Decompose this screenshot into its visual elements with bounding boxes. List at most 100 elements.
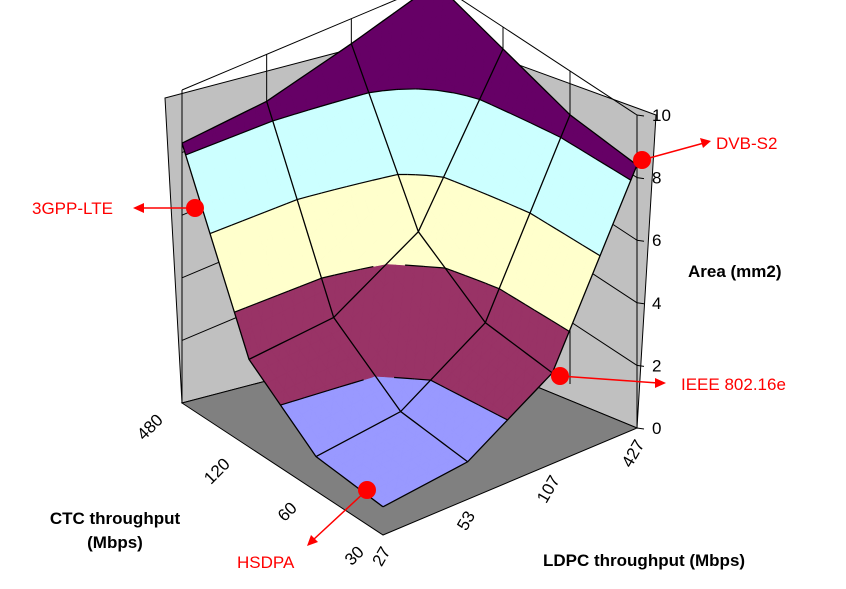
contour-line — [308, 105, 321, 111]
contour-line — [334, 272, 344, 276]
contour-line — [500, 108, 511, 115]
annotation-label: HSDPA — [237, 553, 295, 572]
contour-line — [490, 104, 501, 110]
contour-line — [185, 150, 197, 156]
contour-line — [459, 394, 470, 401]
contour-line — [430, 379, 441, 386]
z-tick-mark — [636, 427, 645, 430]
contour-line — [465, 185, 471, 189]
contour-line — [540, 127, 552, 134]
contour-line — [207, 141, 219, 148]
contour-line — [470, 187, 477, 191]
contour-line — [487, 194, 499, 200]
contour-line — [405, 264, 424, 268]
contour-line — [454, 270, 466, 277]
y-axis-title: LDPC throughput (Mbps) — [543, 551, 745, 570]
contour-line — [356, 93, 364, 97]
contour-line — [533, 309, 544, 316]
z-tick-label: 8 — [652, 169, 661, 188]
contour-line — [277, 290, 290, 296]
contour-line — [351, 379, 364, 384]
mesh-line — [181, 143, 384, 508]
contour-line — [344, 95, 357, 101]
contour-line — [487, 283, 500, 290]
contour-line — [321, 274, 335, 279]
contour-line — [303, 393, 317, 399]
contour-line — [332, 98, 345, 104]
annotation-ieee-80216e: IEEE 802.16e — [551, 367, 786, 394]
mesh-line — [452, 0, 638, 166]
contour-line — [485, 282, 489, 285]
contour-line — [342, 271, 348, 274]
mesh-line — [382, 164, 638, 508]
contour-line — [299, 281, 311, 288]
contour-line — [310, 277, 322, 283]
contour-line — [315, 389, 329, 395]
contour-line — [550, 132, 553, 134]
contour-line — [334, 185, 347, 191]
z-tick-mark — [636, 114, 645, 117]
z-tick-label: 4 — [652, 294, 661, 313]
contour-line — [435, 175, 444, 178]
contour-line — [339, 382, 352, 388]
contour-line — [520, 117, 532, 124]
mesh-line — [315, 114, 571, 458]
contour-line — [582, 244, 592, 251]
annotation-label: DVB-S2 — [716, 134, 777, 153]
contour-line — [542, 314, 553, 322]
x-tick-label: 30 — [341, 542, 368, 569]
contour-line — [586, 152, 597, 160]
contour-line — [444, 387, 451, 391]
contour-line — [261, 120, 273, 126]
contour-line — [266, 294, 279, 300]
contour-line — [479, 98, 491, 105]
mesh-line — [266, 101, 469, 463]
contour-line — [538, 217, 548, 225]
z-tick-mark — [636, 302, 645, 305]
contour-line — [218, 137, 230, 143]
contour-line — [327, 386, 340, 392]
y-tick-label: 27 — [369, 544, 395, 570]
contour-line — [296, 109, 309, 115]
contour-line — [253, 211, 265, 218]
contour-line — [604, 163, 614, 171]
contour-line — [231, 220, 243, 226]
contour-line — [573, 239, 583, 246]
contour-line — [426, 174, 436, 177]
contour-line — [516, 298, 526, 306]
contour-line — [346, 182, 360, 188]
contour-line — [468, 399, 479, 406]
z-tick-label: 0 — [652, 419, 661, 438]
z-tick-mark — [636, 177, 645, 180]
contour-line — [288, 286, 300, 292]
mesh-line — [181, 0, 414, 144]
annotation-3gpp-lte: 3GPP-LTE — [32, 199, 204, 218]
x-tick-label: 60 — [274, 498, 301, 525]
contour-line — [372, 176, 386, 181]
surface-patches — [181, 0, 638, 508]
contour-line — [476, 279, 486, 284]
contour-line — [507, 293, 518, 300]
contour-line — [394, 376, 413, 380]
contour-line — [284, 113, 295, 118]
annotation-label: IEEE 802.16e — [681, 375, 786, 394]
y-tick-label: 53 — [453, 508, 479, 534]
contour-line — [465, 275, 478, 281]
contour-line — [613, 169, 623, 176]
contour-line — [510, 112, 521, 119]
contour-line — [294, 113, 297, 115]
y-tick-label: 427 — [618, 437, 649, 471]
annotation-label: 3GPP-LTE — [32, 199, 113, 218]
contour-line — [425, 265, 442, 269]
contour-line — [250, 124, 263, 131]
contour-line — [359, 179, 372, 185]
z-axis-title: Area (mm2) — [688, 262, 782, 281]
mesh-line — [350, 43, 553, 374]
z-tick-mark — [636, 364, 645, 367]
x-axis-title-line1: CTC throughput — [50, 509, 181, 528]
z-tick-label: 6 — [652, 231, 661, 250]
contour-line — [360, 265, 374, 270]
contour-line — [439, 384, 446, 389]
annotation-dvb-s2: DVB-S2 — [633, 134, 777, 169]
